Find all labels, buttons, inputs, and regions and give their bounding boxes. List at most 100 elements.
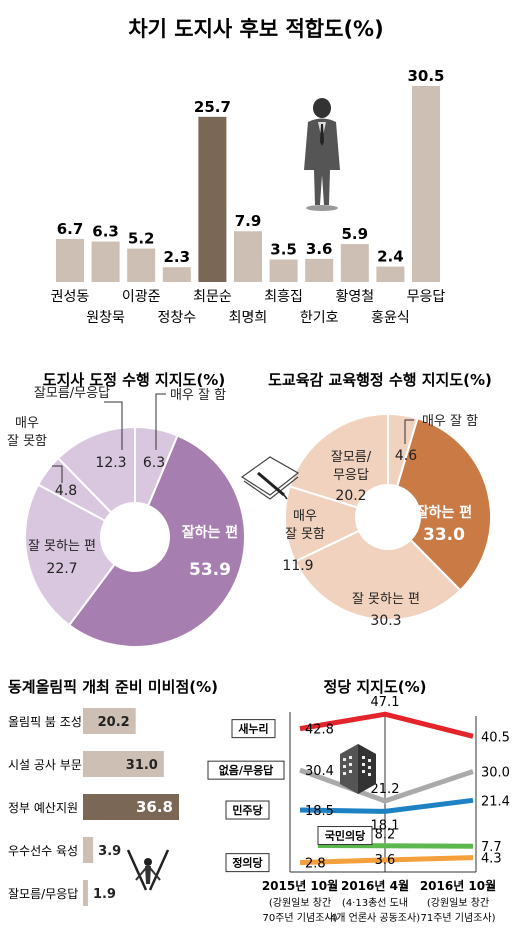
bar-value-label: 30.5 <box>407 67 444 85</box>
series-value-label: 40.5 <box>481 730 510 745</box>
category-label: 최문순 <box>193 289 232 305</box>
bar-value-label: 3.6 <box>306 240 333 258</box>
bar-value-label: 36.8 <box>136 798 173 816</box>
bar <box>162 267 191 282</box>
slice-label: 잘 못하는 편 <box>28 539 96 554</box>
bar <box>198 116 227 282</box>
bar <box>91 241 120 282</box>
bar-value-label: 1.9 <box>93 887 116 902</box>
category-label: 올림픽 붐 조성 <box>8 715 82 729</box>
slice-label: 잘모름/무응답 <box>34 386 110 401</box>
pie-slice <box>67 434 246 648</box>
slice-label: 잘하는 편 <box>182 524 238 541</box>
series-value-label: 21.2 <box>371 782 400 797</box>
slice-label: 매우 <box>293 509 317 524</box>
slice-label: 잘 못함 <box>7 434 47 449</box>
series-value-label: 4.3 <box>481 852 502 867</box>
slice-value: 30.3 <box>370 613 401 629</box>
olympic-bar-chart: 올림픽 붐 조성 20.2 시설 공사 부문 31.0 정부 예산지원 36.8 우수선수 … <box>8 708 179 906</box>
politician-icon <box>304 98 340 211</box>
bar-chart-title: 차기 도지사 후보 적합도(%) <box>128 17 383 41</box>
bar <box>127 248 156 282</box>
x-tick-label: 2016년 4월 <box>341 878 409 893</box>
pie-slice <box>387 412 419 488</box>
pie-slice <box>288 412 390 509</box>
olympic-chart-title: 동계올림픽 개최 준비 미비점(%) <box>8 678 218 696</box>
series-tag-box <box>317 826 373 846</box>
leader-line <box>155 393 166 450</box>
series-name-label: 국민의당 <box>325 829 365 843</box>
leader-line <box>104 401 123 450</box>
party-line-chart: 새누리 42.8 47.1 40.5 없음/무응답 30.4 21.2 30.0 민주당 18.5… <box>207 695 510 924</box>
bar-value-label: 5.2 <box>128 230 155 248</box>
series-tag-box <box>225 800 270 820</box>
category-label: 무응답 <box>407 289 446 305</box>
bar-value-label: 6.7 <box>57 220 84 238</box>
series-value-label: 21.4 <box>481 794 510 809</box>
bar <box>83 880 88 906</box>
pie-slice <box>293 529 462 621</box>
bar <box>269 259 298 282</box>
x-tick-note: 4개 언론사 공동조사) <box>330 912 420 924</box>
bar <box>83 794 179 820</box>
series-value-label: 30.0 <box>481 766 510 781</box>
series-value-label: 18.1 <box>371 818 400 833</box>
pie-slice <box>134 425 179 507</box>
slice-value: 4.8 <box>55 483 77 499</box>
education-pie-title: 도교육감 교육행정 수행 지지도(%) <box>268 371 492 389</box>
slice-value: 33.0 <box>423 525 465 545</box>
x-tick-label: 2016년 10월 <box>420 878 496 893</box>
series-value-label: 42.8 <box>305 723 334 738</box>
series-tag-box <box>225 853 270 873</box>
building-icon <box>340 744 376 794</box>
slice-label: 매우 <box>15 416 39 431</box>
slice-label: 잘 못함 <box>285 527 325 542</box>
slice-value: 4.6 <box>395 448 417 464</box>
slice-label: 매우 잘 함 <box>422 414 478 429</box>
bar-value-label: 31.0 <box>126 758 158 773</box>
x-tick-label: 2015년 10월 <box>262 878 338 893</box>
series-line <box>299 711 474 739</box>
category-label: 홍윤식 <box>371 310 410 326</box>
category-label: 정창수 <box>157 310 196 326</box>
category-label: 이광준 <box>122 289 161 305</box>
slice-label: 잘 못하는 편 <box>352 592 420 607</box>
bar-value-label: 2.3 <box>164 248 191 266</box>
leader-line <box>404 419 414 444</box>
slice-value: 22.7 <box>46 561 77 577</box>
bar-value-label: 25.7 <box>194 98 231 116</box>
bar-value-label: 7.9 <box>235 212 262 230</box>
category-label: 최흥집 <box>264 289 303 305</box>
bar-value-label: 3.5 <box>270 241 297 259</box>
bar <box>340 244 369 282</box>
pie-slice <box>24 483 117 627</box>
series-line <box>299 855 474 866</box>
slice-value: 20.2 <box>335 488 366 504</box>
series-value-label: 2.8 <box>305 857 326 872</box>
notebook-pen-icon <box>240 456 300 500</box>
series-value-label: 8.2 <box>375 828 396 843</box>
series-value-label: 18.5 <box>305 804 334 819</box>
education-pie-chart: 잘하는 편 33.0 잘 못하는 편 30.3 매우잘 못함 11.9 잘모름/무응답 20.… <box>282 412 492 629</box>
category-label: 원창묵 <box>86 310 125 326</box>
x-tick-note: (4·13총선 도내 <box>342 897 408 909</box>
series-value-label: 3.6 <box>375 853 396 868</box>
series-name-label: 없음/무응답 <box>219 763 274 777</box>
pie-slice <box>395 417 492 592</box>
series-name-label: 정의당 <box>232 856 262 870</box>
series-name-label: 새누리 <box>238 722 268 736</box>
category-label: 정부 예산지원 <box>8 801 78 815</box>
series-tag-box <box>231 719 276 739</box>
slice-label: 매우 잘 함 <box>170 388 226 403</box>
x-tick-note: 71주년 기념조사) <box>420 912 495 924</box>
bar <box>83 708 136 734</box>
party-chart-title: 정당 지지도(%) <box>324 678 427 696</box>
bar <box>83 751 164 777</box>
series-value-label: 30.4 <box>305 764 334 779</box>
governor-pie-title: 도지사 도정 수행 지지도(%) <box>43 371 225 389</box>
bar <box>83 837 94 863</box>
slice-label: 무응답 <box>333 468 369 483</box>
category-label: 시설 공사 부문 <box>8 758 82 772</box>
bar-value-label: 2.4 <box>377 248 404 266</box>
